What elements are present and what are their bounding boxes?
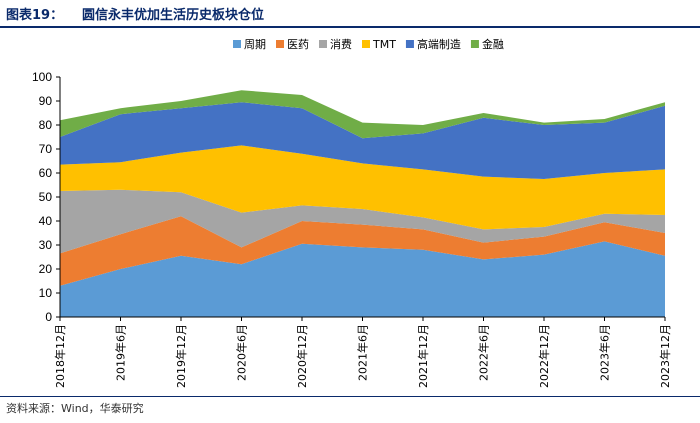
legend-label: 消费 bbox=[330, 37, 352, 51]
legend-label: 周期 bbox=[244, 38, 266, 51]
legend-swatch bbox=[362, 40, 370, 48]
y-tick-label: 30 bbox=[39, 238, 53, 252]
y-tick-label: 90 bbox=[39, 94, 53, 108]
y-tick-label: 80 bbox=[39, 118, 53, 132]
area-series-group bbox=[60, 90, 665, 317]
x-tick-label: 2022年12月 bbox=[537, 324, 551, 388]
area-周期 bbox=[60, 241, 665, 317]
x-tick-label: 2018年12月 bbox=[53, 324, 67, 388]
area-医药 bbox=[60, 216, 665, 286]
area-TMT bbox=[60, 145, 665, 230]
area-消费 bbox=[60, 189, 665, 254]
y-tick-label: 10 bbox=[39, 286, 53, 300]
bottom-rule bbox=[0, 396, 700, 397]
x-tick-label: 2019年12月 bbox=[174, 324, 188, 388]
legend-swatch bbox=[276, 40, 284, 48]
x-tick-label: 2019年6月 bbox=[114, 324, 128, 381]
stacked-area-chart: 0 10 20 30 40 50 60 70 80 90 100 2018年12月 2019年6月 201… bbox=[32, 37, 672, 388]
area-金融 bbox=[60, 90, 665, 139]
legend-label: 医药 bbox=[287, 38, 309, 51]
y-tick-label: 60 bbox=[39, 166, 53, 180]
legend: 周期 医药 消费 TMT 高端制造 金融 bbox=[233, 37, 504, 51]
source-note: 资料来源：Wind，华泰研究 bbox=[6, 402, 144, 415]
x-tick-label: 2021年6月 bbox=[356, 324, 370, 381]
y-tick-label: 70 bbox=[39, 142, 53, 156]
x-tick-label: 2020年6月 bbox=[235, 324, 249, 381]
y-tick-label: 0 bbox=[45, 310, 52, 324]
x-tick-label: 2020年12月 bbox=[295, 324, 309, 388]
chart-title: 圆信永丰优加生活历史板块仓位 bbox=[82, 8, 265, 23]
x-tick-label: 2021年12月 bbox=[416, 324, 430, 388]
legend-label: 金融 bbox=[482, 37, 504, 51]
legend-label: 高端制造 bbox=[417, 37, 461, 51]
x-tick-label: 2022年6月 bbox=[477, 324, 491, 381]
figure-label: 图表19： bbox=[6, 8, 64, 23]
area-高端制造 bbox=[60, 102, 665, 179]
y-tick-label: 50 bbox=[39, 190, 53, 204]
legend-swatch bbox=[405, 40, 414, 48]
legend-label: TMT bbox=[372, 38, 396, 51]
title-bar: 图表19： 圆信永丰优加生活历史板块仓位 bbox=[0, 0, 700, 28]
axes-group: 0 10 20 30 40 50 60 70 80 90 100 2018年12月 2019年6月 201… bbox=[32, 70, 672, 388]
y-tick-label: 100 bbox=[32, 70, 52, 84]
y-tick-label: 20 bbox=[39, 262, 53, 276]
legend-swatch bbox=[233, 40, 241, 48]
x-tick-label: 2023年12月 bbox=[658, 324, 672, 388]
legend-swatch bbox=[319, 40, 327, 48]
legend-swatch bbox=[470, 40, 479, 48]
x-tick-label: 2023年6月 bbox=[598, 324, 612, 381]
y-tick-label: 40 bbox=[39, 214, 53, 228]
